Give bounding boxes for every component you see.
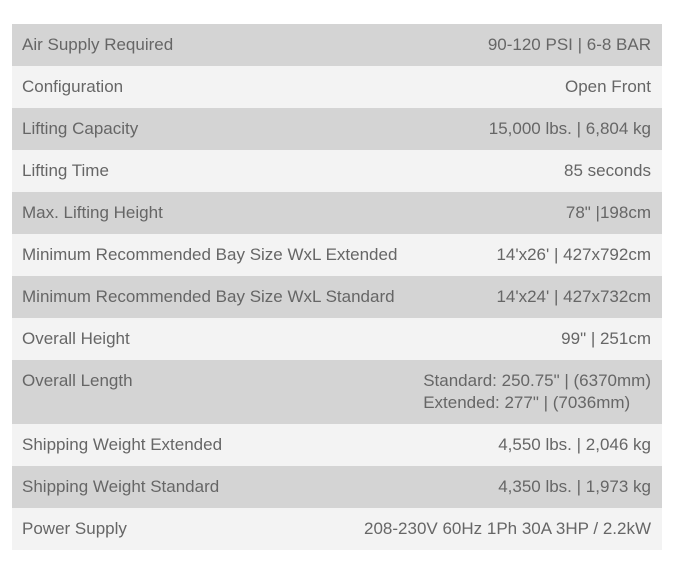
spec-label: Power Supply (22, 519, 127, 538)
spec-label: Configuration (22, 77, 124, 96)
spec-value: 14'x24' | 427x732cm (496, 287, 651, 306)
spec-value-line: Extended: 277" | (7036mm) (423, 393, 631, 412)
spec-label: Air Supply Required (22, 35, 174, 54)
spec-value: 90-120 PSI | 6-8 BAR (487, 35, 651, 54)
spec-row: Minimum Recommended Bay Size WxL Extende… (12, 234, 662, 276)
spec-label: Lifting Capacity (22, 119, 139, 138)
spec-value: 14'x26' | 427x792cm (496, 245, 651, 264)
spec-row: Lifting Capacity 15,000 lbs. | 6,804 kg (12, 108, 662, 150)
spec-row: Shipping Weight Standard 4,350 lbs. | 1,9… (12, 466, 662, 508)
spec-value: Standard: 250.75" | (6370mm) Extended: 27… (423, 370, 651, 414)
spec-value: 85 seconds (564, 161, 651, 180)
spec-value: Open Front (565, 77, 651, 96)
spec-row: Max. Lifting Height 78" |198cm (12, 192, 662, 234)
spec-value: 208-230V 60Hz 1Ph 30A 3HP / 2.2kW (364, 519, 651, 538)
spec-label: Overall Length (22, 371, 133, 390)
spec-label: Lifting Time (22, 161, 109, 180)
spec-row: Lifting Time 85 seconds (12, 150, 662, 192)
spec-label: Max. Lifting Height (22, 203, 163, 222)
spec-value: 99" | 251cm (561, 329, 651, 348)
spec-label: Minimum Recommended Bay Size WxL Standar… (22, 287, 395, 306)
spec-value: 78" |198cm (565, 203, 651, 222)
spec-label: Shipping Weight Extended (22, 435, 223, 454)
spec-table: Air Supply Required 90-120 PSI | 6-8 BAR … (12, 24, 662, 550)
spec-row: Air Supply Required 90-120 PSI | 6-8 BAR (12, 24, 662, 66)
spec-label: Minimum Recommended Bay Size WxL Extende… (22, 245, 398, 264)
spec-value: 4,550 lbs. | 2,046 kg (498, 435, 651, 454)
spec-value-line: Standard: 250.75" | (6370mm) (423, 371, 651, 390)
spec-row: Configuration Open Front (12, 66, 662, 108)
spec-row: Minimum Recommended Bay Size WxL Standar… (12, 276, 662, 318)
spec-value: 15,000 lbs. | 6,804 kg (488, 119, 651, 138)
spec-row: Shipping Weight Extended 4,550 lbs. | 2,0… (12, 424, 662, 466)
spec-label: Overall Height (22, 329, 130, 348)
spec-value: 4,350 lbs. | 1,973 kg (498, 477, 651, 496)
spec-row: Overall Height 99" | 251cm (12, 318, 662, 360)
spec-label: Shipping Weight Standard (22, 477, 220, 496)
spec-row: Power Supply 208-230V 60Hz 1Ph 30A 3HP / … (12, 508, 662, 550)
spec-row: Overall Length Standard: 250.75" | (6370m… (12, 360, 662, 424)
